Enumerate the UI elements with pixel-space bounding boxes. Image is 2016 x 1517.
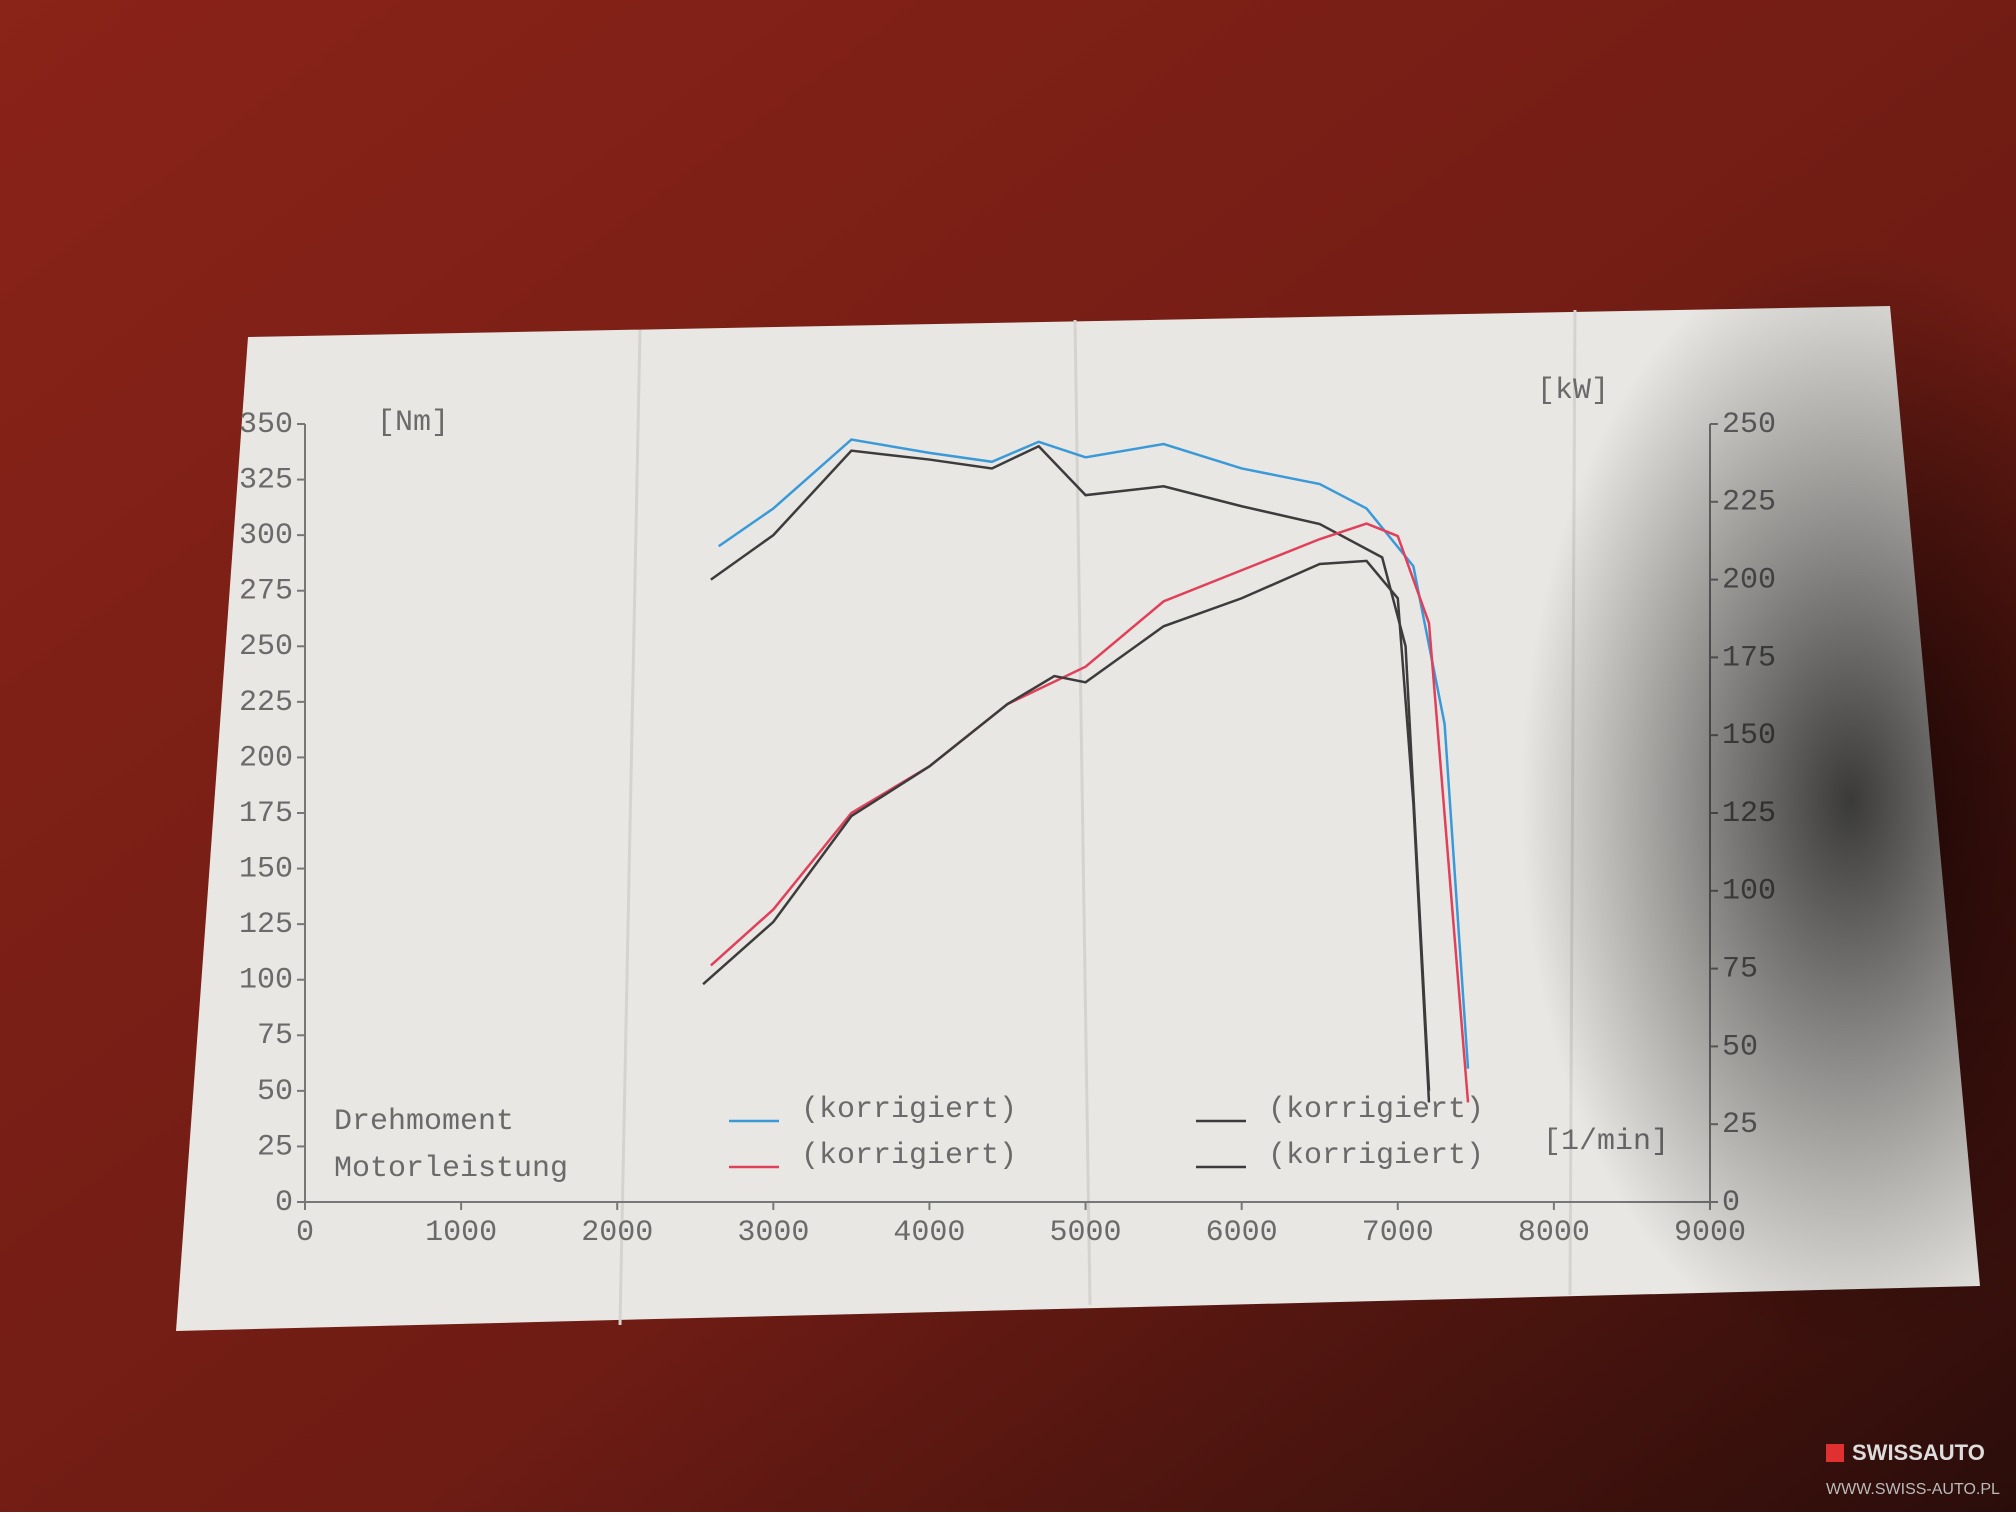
- y-tick-label: 150: [239, 852, 293, 886]
- y-tick-label: 175: [239, 797, 293, 831]
- paper: [176, 306, 1980, 1331]
- x-tick-label: 7000: [1362, 1216, 1434, 1250]
- fold: [1073, 319, 1092, 1306]
- line: [710, 522, 1470, 1103]
- legend-label: (korrigiert): [801, 1139, 1017, 1173]
- x-tick-label: 5000: [1050, 1216, 1122, 1250]
- y-tick-label: 300: [239, 519, 293, 553]
- y-tick-label: 350: [239, 408, 293, 442]
- y-tick-label: 325: [239, 463, 293, 497]
- shadow: [1520, 240, 2016, 1360]
- x-tick-label: 6000: [1206, 1216, 1278, 1250]
- x-tick-label: 2000: [581, 1216, 653, 1250]
- fold: [618, 329, 642, 1326]
- y-tick-label: 100: [239, 964, 293, 998]
- x-tick-label: 0: [296, 1216, 314, 1250]
- y-tick-label: 125: [239, 908, 293, 942]
- x-tick-label: 4000: [893, 1216, 965, 1250]
- x-tick-label: 1000: [425, 1216, 497, 1250]
- y-tick-label: 50: [257, 1075, 293, 1109]
- y-axis-label: [Nm]: [377, 406, 449, 440]
- legend-label: (korrigiert): [801, 1093, 1017, 1127]
- y-tick-label: 250: [239, 630, 293, 664]
- y-tick-label: 25: [257, 1130, 293, 1164]
- y-tick-label: 75: [257, 1019, 293, 1053]
- x-tick-label: 8000: [1518, 1216, 1590, 1250]
- y-tick-label: 200: [239, 741, 293, 775]
- legend-row-label: Motorleistung: [334, 1152, 568, 1186]
- x-tick-label: 3000: [737, 1216, 809, 1250]
- watermark-url: WWW.SWISS-AUTO.PL: [1826, 1481, 2000, 1498]
- y-tick-label: 0: [275, 1186, 293, 1220]
- y-tick-label: 275: [239, 575, 293, 609]
- line: [710, 444, 1431, 1091]
- legend-row-label: Drehmoment: [334, 1105, 514, 1139]
- legend-label: (korrigiert): [1268, 1139, 1484, 1173]
- legend-label: (korrigiert): [1268, 1093, 1484, 1127]
- line: [702, 559, 1431, 1103]
- logo-mark: [1826, 1444, 1844, 1462]
- y2-axis-label: [kW]: [1537, 374, 1609, 408]
- y-tick-label: 225: [239, 686, 293, 720]
- watermark-brand: SWISSAUTO: [1852, 1440, 1985, 1465]
